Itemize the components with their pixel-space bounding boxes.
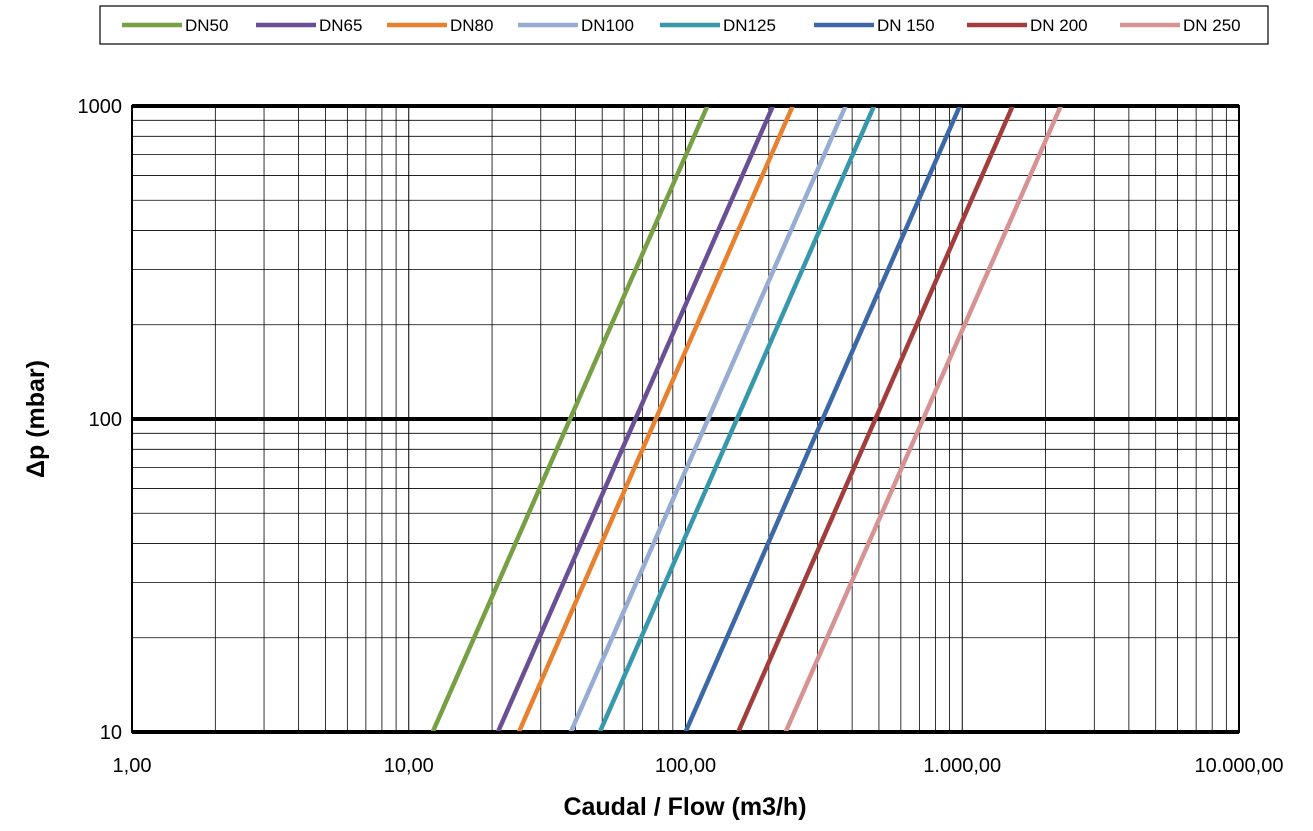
legend-label: DN80	[450, 16, 493, 35]
y-axis-title: Δp (mbar)	[22, 360, 50, 478]
legend-label: DN 200	[1030, 16, 1088, 35]
series-line-dn250	[783, 105, 1063, 733]
y-tick-label: 10	[100, 722, 122, 744]
y-tick-label: 100	[89, 409, 122, 431]
series-line-dn65	[495, 105, 775, 733]
series-line-dn50	[430, 105, 710, 733]
x-tick-label: 1.000,00	[923, 755, 1001, 777]
legend-items: DN50 DN65 DN80 DN100 DN125 DN 150 DN 200 DN 250	[122, 16, 1241, 35]
legend-label: DN125	[723, 16, 776, 35]
plot-frame	[131, 105, 1240, 733]
legend: DN50 DN65 DN80 DN100 DN125 DN 150 DN 200 DN 250	[99, 5, 1269, 45]
series-line-dn200	[736, 105, 1015, 733]
series-line-dn80	[516, 105, 795, 733]
series-line-dn100	[568, 105, 848, 733]
legend-label: DN100	[581, 16, 634, 35]
x-tick-label: 1,00	[113, 755, 152, 777]
series-line-dn125	[597, 105, 877, 733]
legend-label: DN65	[319, 16, 362, 35]
x-tick-labels: 1,00 10,00 100,00 1.000,00 10.000,00	[113, 755, 1284, 777]
legend-label: DN50	[185, 16, 228, 35]
x-tick-label: 100,00	[655, 755, 716, 777]
legend-label: DN 250	[1183, 16, 1241, 35]
x-tick-label: 10,00	[384, 755, 434, 777]
legend-label: DN 150	[877, 16, 935, 35]
plot-grid	[131, 104, 1240, 734]
x-axis-title: Caudal / Flow (m3/h)	[563, 793, 806, 821]
series-line-dn150	[683, 105, 962, 733]
series-lines	[430, 105, 1063, 733]
x-tick-label: 10.000,00	[1195, 755, 1284, 777]
y-tick-label: 1000	[78, 96, 123, 118]
y-tick-labels: 10 100 1000	[78, 96, 123, 744]
